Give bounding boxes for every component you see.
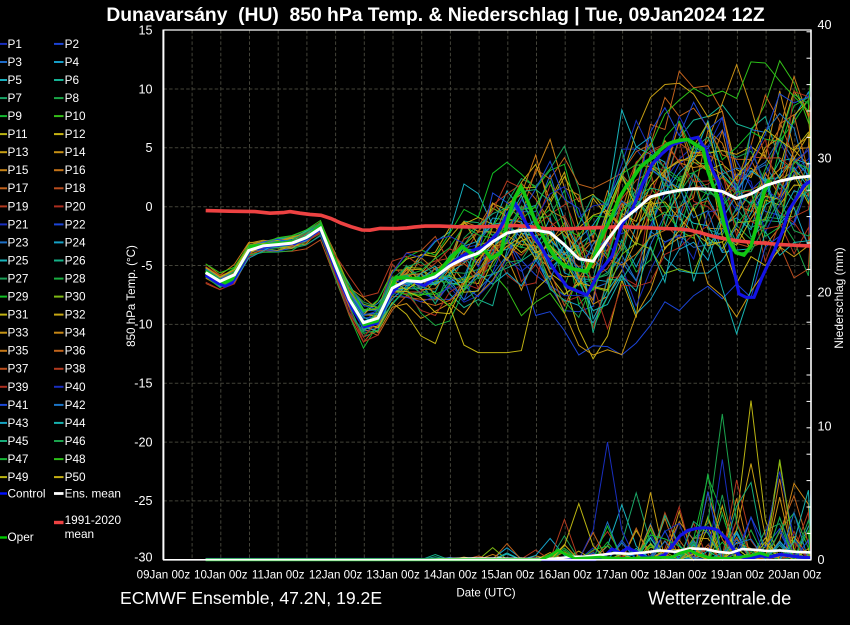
svg-text:20: 20 [818,286,832,300]
svg-text:12Jan 00z: 12Jan 00z [309,568,363,581]
svg-text:Oper: Oper [8,530,34,544]
svg-text:P34: P34 [65,326,86,340]
svg-text:13Jan 00z: 13Jan 00z [366,568,420,581]
svg-text:P49: P49 [8,470,29,484]
svg-text:P4: P4 [65,55,80,69]
svg-text:P29: P29 [8,290,29,304]
svg-text:10: 10 [138,82,152,96]
svg-text:P38: P38 [65,362,86,376]
svg-text:17Jan 00z: 17Jan 00z [596,568,650,581]
svg-text:P10: P10 [65,109,86,123]
svg-text:P24: P24 [65,235,86,249]
svg-text:P46: P46 [65,434,86,448]
svg-text:15: 15 [138,24,152,38]
svg-text:P8: P8 [65,91,80,105]
svg-text:-30: -30 [134,551,152,565]
svg-text:P1: P1 [8,37,22,51]
svg-text:P44: P44 [65,416,86,430]
svg-text:P16: P16 [65,163,86,177]
svg-text:P7: P7 [8,91,22,105]
svg-text:P33: P33 [8,326,29,340]
svg-text:P13: P13 [8,145,29,159]
svg-text:30: 30 [818,152,832,166]
svg-text:18Jan 00z: 18Jan 00z [653,568,707,581]
svg-text:P45: P45 [8,434,29,448]
svg-text:mean: mean [65,527,95,541]
svg-text:P37: P37 [8,362,29,376]
svg-text:14Jan 00z: 14Jan 00z [424,568,478,581]
svg-text:P21: P21 [8,217,29,231]
svg-text:10: 10 [818,419,832,433]
svg-text:Wetterzentrale.de: Wetterzentrale.de [648,589,791,609]
svg-text:P22: P22 [65,217,86,231]
svg-text:P48: P48 [65,452,86,466]
svg-text:P2: P2 [65,37,79,51]
svg-text:1991-2020: 1991-2020 [65,513,122,527]
svg-text:P35: P35 [8,344,29,358]
svg-text:16Jan 00z: 16Jan 00z [538,568,592,581]
svg-text:P40: P40 [65,380,86,394]
svg-text:-25: -25 [134,494,152,508]
svg-text:15Jan 00z: 15Jan 00z [481,568,535,581]
svg-text:P11: P11 [8,127,28,141]
svg-text:Niederschlag (mm): Niederschlag (mm) [832,247,846,348]
svg-text:09Jan 00z: 09Jan 00z [137,568,191,581]
svg-text:P6: P6 [65,73,80,87]
svg-text:40: 40 [818,18,832,32]
svg-text:10Jan 00z: 10Jan 00z [194,568,248,581]
svg-text:P15: P15 [8,163,29,177]
svg-text:P43: P43 [8,416,29,430]
svg-text:-20: -20 [134,435,152,449]
svg-text:P18: P18 [65,181,86,195]
svg-text:P5: P5 [8,73,23,87]
svg-text:P36: P36 [65,344,86,358]
svg-text:Dunavarsány (HU) 850 hPa Tem: Dunavarsány (HU) 850 hPa Temp. & Nieders… [106,5,765,26]
svg-text:20Jan 00z: 20Jan 00z [768,568,822,581]
svg-text:P12: P12 [65,127,86,141]
svg-text:P19: P19 [8,199,29,213]
svg-text:P41: P41 [8,398,29,412]
svg-text:P26: P26 [65,253,86,267]
svg-text:P30: P30 [65,290,86,304]
svg-text:Date (UTC): Date (UTC) [456,587,515,600]
svg-text:11Jan 00z: 11Jan 00z [252,568,305,581]
svg-text:P31: P31 [8,308,29,322]
svg-text:P17: P17 [8,181,29,195]
svg-text:P3: P3 [8,55,23,69]
svg-text:P23: P23 [8,235,29,249]
svg-text:P39: P39 [8,380,29,394]
svg-text:-10: -10 [134,318,152,332]
svg-text:0: 0 [818,553,825,567]
svg-text:P9: P9 [8,109,22,123]
svg-text:P47: P47 [8,452,29,466]
svg-text:Control: Control [8,487,46,501]
svg-text:850 hPa Temp. (°C): 850 hPa Temp. (°C) [125,245,138,347]
svg-text:P50: P50 [65,470,86,484]
svg-text:Ens. mean: Ens. mean [65,487,121,501]
svg-text:P20: P20 [65,199,86,213]
svg-text:P28: P28 [65,272,86,286]
svg-text:-5: -5 [141,259,152,273]
svg-text:19Jan 00z: 19Jan 00z [711,568,765,581]
svg-text:0: 0 [145,200,152,214]
svg-text:P27: P27 [8,272,29,286]
svg-text:ECMWF Ensemble, 47.2N, 19.2E: ECMWF Ensemble, 47.2N, 19.2E [120,588,382,608]
svg-text:5: 5 [145,141,152,155]
svg-text:-15: -15 [134,377,152,391]
svg-text:P25: P25 [8,253,29,267]
svg-text:P42: P42 [65,398,86,412]
svg-text:P14: P14 [65,145,86,159]
svg-text:P32: P32 [65,308,86,322]
